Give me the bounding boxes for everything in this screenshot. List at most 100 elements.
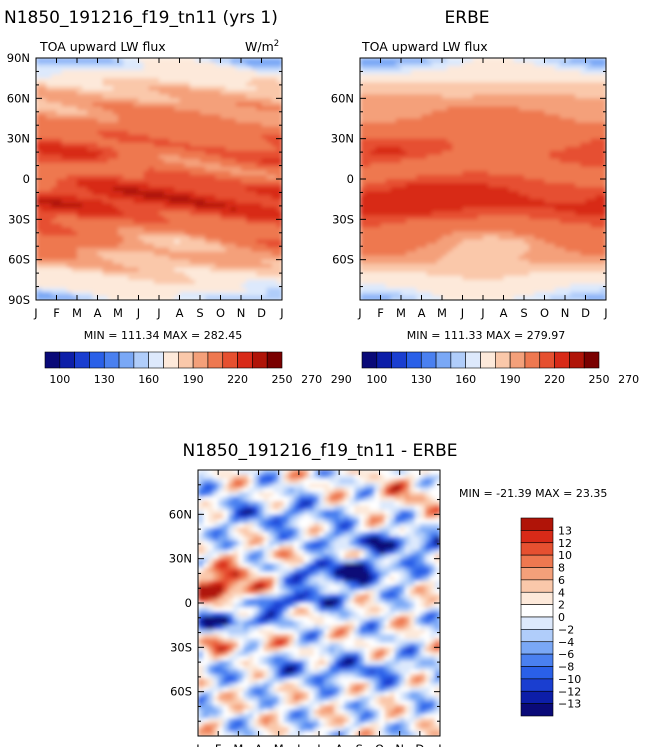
field-cell (406, 62, 412, 67)
field-cell (271, 219, 278, 224)
field-cell (77, 170, 83, 176)
field-cell (56, 142, 63, 148)
field-cell (390, 154, 397, 160)
field-cell (225, 102, 232, 107)
field-cell (153, 183, 160, 188)
field-cell (436, 239, 443, 245)
field-cell (401, 263, 407, 269)
field-cell (513, 78, 520, 83)
field-cell (36, 187, 42, 192)
field-cell (380, 179, 387, 184)
field-cell (421, 134, 428, 140)
field-cell (390, 283, 397, 289)
field-cell (174, 98, 181, 103)
field-cell (46, 142, 52, 148)
field-cell (251, 283, 257, 289)
field-cell (390, 219, 397, 224)
field-cell (365, 251, 371, 257)
field-cell (189, 166, 196, 172)
field-cell (436, 98, 443, 103)
field-cell (92, 243, 99, 249)
field-cell (215, 62, 222, 67)
field-cell (123, 219, 129, 224)
field-cell (184, 70, 191, 75)
field-cell (56, 110, 63, 116)
field-cell (97, 291, 104, 297)
field-cell (92, 70, 99, 75)
field-cell (276, 263, 282, 269)
field-cell (112, 247, 119, 253)
field-cell (524, 291, 530, 297)
field-cell (77, 203, 83, 208)
field-cell (488, 106, 494, 112)
field-cell (143, 283, 150, 289)
field-cell (488, 174, 494, 180)
field-cell (112, 243, 119, 249)
field-cell (71, 203, 78, 208)
field-cell (205, 158, 211, 164)
field-cell (498, 114, 505, 120)
field-cell (235, 58, 242, 63)
field-cell (138, 58, 145, 63)
field-cell (82, 110, 88, 116)
field-cell (513, 146, 520, 152)
field-cell (251, 134, 257, 140)
field-cell (421, 146, 428, 152)
field-cell (462, 251, 469, 257)
field-cell (61, 86, 68, 91)
field-cell (225, 211, 232, 216)
field-cell (411, 118, 417, 124)
field-cell (508, 219, 515, 224)
field-cell (246, 130, 252, 136)
field-cell (225, 223, 232, 228)
field-cell (41, 102, 47, 107)
field-cell (503, 195, 510, 200)
field-cell (143, 150, 150, 156)
field-cell (442, 58, 448, 63)
field-cell (406, 106, 412, 112)
field-cell (360, 199, 366, 204)
field-cell (462, 227, 469, 233)
field-cell (220, 130, 227, 136)
field-cell (112, 219, 119, 224)
field-cell (411, 287, 417, 293)
field-cell (401, 126, 407, 132)
field-cell (128, 122, 134, 128)
field-cell (138, 154, 145, 160)
field-cell (235, 110, 242, 116)
field-cell (442, 110, 448, 116)
field-cell (225, 106, 232, 112)
field-cell (128, 150, 134, 156)
field-cell (92, 138, 99, 144)
field-cell (225, 267, 232, 273)
field-cell (56, 158, 63, 164)
field-cell (241, 110, 247, 116)
field-cell (123, 82, 129, 87)
field-cell (194, 94, 201, 99)
field-cell (123, 239, 129, 245)
field-cell (477, 90, 484, 95)
panel-b-variable: TOA upward LW flux (361, 39, 488, 54)
field-cell (411, 279, 417, 285)
field-cell (251, 90, 257, 95)
field-cell (380, 187, 387, 192)
field-cell (82, 203, 88, 208)
field-cell (184, 58, 191, 63)
field-cell (61, 70, 68, 75)
field-cell (41, 122, 47, 128)
field-cell (56, 243, 63, 249)
field-cell (235, 259, 242, 265)
field-cell (518, 118, 525, 124)
field-cell (488, 70, 494, 75)
field-cell (395, 227, 402, 233)
field-cell (138, 110, 145, 116)
field-cell (385, 183, 392, 188)
field-cell (472, 78, 479, 83)
field-cell (143, 223, 150, 228)
field-cell (225, 138, 232, 144)
field-cell (462, 183, 469, 188)
field-cell (56, 295, 63, 300)
field-cell (411, 267, 417, 273)
field-cell (370, 174, 376, 180)
field-cell (370, 150, 376, 156)
